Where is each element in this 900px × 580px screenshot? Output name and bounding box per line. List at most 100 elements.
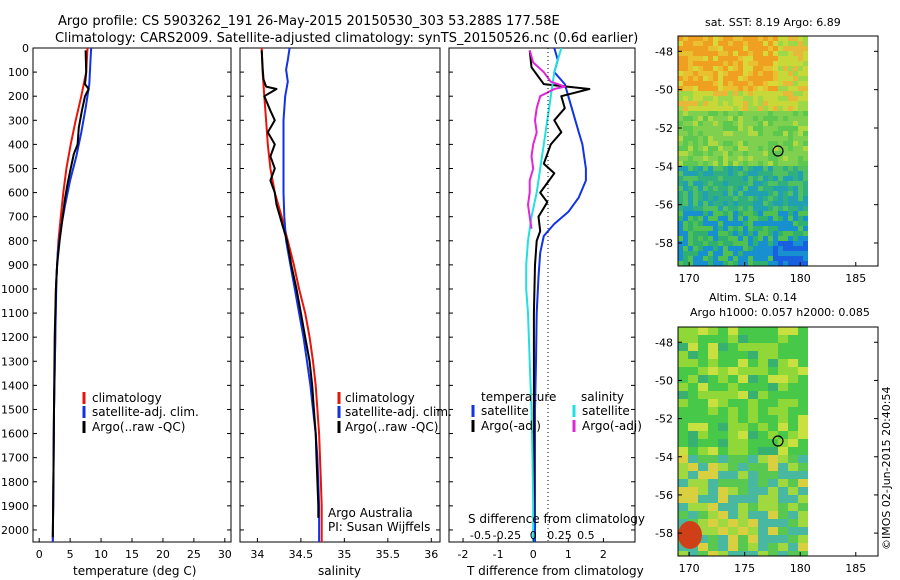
sst-pixel [703,81,708,86]
sst-pixel [693,236,698,241]
sst-pixel [683,111,688,116]
sst-pixel [793,256,798,261]
sst-pixel [703,96,708,101]
sst-pixel [753,121,758,126]
x-tick-label: 5 [67,548,74,561]
sst-pixel [743,116,748,121]
sst-pixel [803,51,808,56]
sst-pixel [798,66,803,71]
sst-pixel [788,141,793,146]
sst-pixel [778,186,783,191]
sst-pixel [798,161,803,166]
sst-pixel [703,176,708,181]
sst-pixel [683,136,688,141]
sst-pixel [763,81,768,86]
sla-pixel [728,335,738,343]
sst-pixel [698,161,703,166]
x-tick-label: 15 [125,548,139,561]
sst-pixel [738,246,743,251]
sst-pixel [713,91,718,96]
sst-pixel [708,141,713,146]
sst-pixel [728,41,733,46]
sst-pixel [798,101,803,106]
sla-pixel [728,495,738,503]
sst-pixel [778,41,783,46]
sst-pixel [803,86,808,91]
sst-pixel [733,116,738,121]
sst-pixel [793,226,798,231]
sla-pixel [798,455,808,463]
sst-pixel [683,201,688,206]
sla-pixel [738,359,748,367]
sst-pixel [743,236,748,241]
sst-pixel [803,171,808,176]
sst-pixel [788,111,793,116]
sst-pixel [743,206,748,211]
sst-pixel [778,131,783,136]
sst-pixel [748,166,753,171]
map-lat-label: -58 [655,527,673,540]
sla-pixel [678,335,688,343]
sst-pixel [683,126,688,131]
sla-pixel [698,423,708,431]
sla-pixel [688,503,698,511]
sst-pixel [763,236,768,241]
sla-pixel [788,519,798,527]
sst-pixel [758,171,763,176]
sst-pixel [718,236,723,241]
sst-pixel [783,241,788,246]
sst-pixel [788,211,793,216]
sst-pixel [718,246,723,251]
sla-pixel [748,479,758,487]
sla-pixel [678,487,688,495]
sst-pixel [763,256,768,261]
sla-pixel [698,407,708,415]
sst-pixel [793,56,798,61]
sla-pixel [688,327,698,335]
sla-pixel [738,503,748,511]
sst-pixel [683,161,688,166]
sst-pixel [798,231,803,236]
sst-pixel [728,251,733,256]
sst-pixel [713,251,718,256]
sla-pixel [738,327,748,335]
sla-pixel [748,423,758,431]
sst-pixel [773,261,778,266]
sst-pixel [733,261,738,266]
sla-pixel [778,351,788,359]
sst-pixel [708,66,713,71]
sst-pixel [758,211,763,216]
sst-pixel [738,186,743,191]
sla-pixel [748,455,758,463]
sst-pixel [793,156,798,161]
sst-pixel [688,76,693,81]
sst-pixel [788,126,793,131]
sst-pixel [758,86,763,91]
s-diff-tick-label: -0.5 [470,529,491,542]
x-tick-label: 34 [250,548,264,561]
sst-pixel [678,41,683,46]
sst-pixel [743,71,748,76]
sla-pixel [748,431,758,439]
sst-pixel [703,241,708,246]
sst-pixel [693,36,698,41]
sst-pixel [708,151,713,156]
sst-pixel [738,241,743,246]
sla-pixel [698,551,708,556]
sst-pixel [803,206,808,211]
sla-pixel [768,447,778,455]
sst-pixel [738,101,743,106]
sst-pixel [723,126,728,131]
sst-pixel [768,236,773,241]
sst-pixel [688,61,693,66]
sst-pixel [758,146,763,151]
sla-pixel [738,367,748,375]
sst-pixel [683,151,688,156]
sla-pixel [728,551,738,556]
sst-pixel [753,176,758,181]
sst-pixel [748,41,753,46]
sla-pixel [778,327,788,335]
sst-pixel [778,206,783,211]
sla-pixel [798,415,808,423]
sst-pixel [688,36,693,41]
